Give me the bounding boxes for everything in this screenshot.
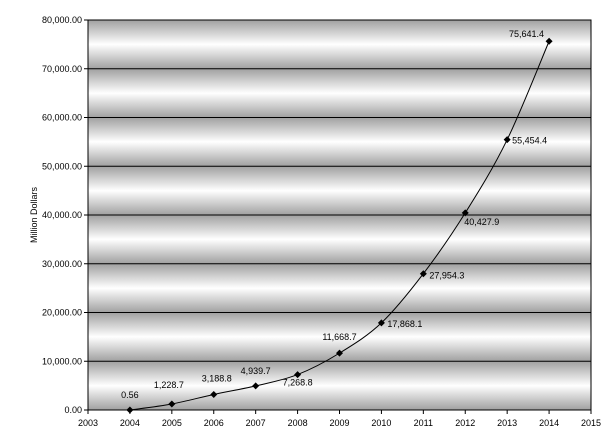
data-label: 0.56 bbox=[121, 390, 139, 400]
y-tick-label: 10,000.00 bbox=[42, 356, 82, 366]
series-line bbox=[129, 41, 550, 411]
x-tick-label: 2014 bbox=[539, 418, 559, 428]
x-tick-label: 2015 bbox=[581, 418, 601, 428]
data-marker bbox=[545, 37, 553, 45]
data-label: 4,939.7 bbox=[241, 366, 271, 376]
data-label: 55,454.4 bbox=[512, 136, 547, 146]
y-tick-label: 80,000.00 bbox=[42, 15, 82, 25]
x-tick-label: 2013 bbox=[497, 418, 517, 428]
data-marker bbox=[210, 390, 218, 398]
gridlines bbox=[88, 68, 591, 362]
data-marker bbox=[461, 209, 469, 217]
x-tick-label: 2008 bbox=[288, 418, 308, 428]
x-tick-label: 2011 bbox=[414, 418, 433, 428]
data-label: 11,668.7 bbox=[322, 332, 356, 342]
x-axis: 2003 2004 2005 2006 2007 2008 2009 2010 2011 2012… bbox=[78, 409, 601, 428]
x-tick-label: 2004 bbox=[120, 418, 140, 428]
plot-band bbox=[88, 166, 591, 215]
x-tick-label: 2006 bbox=[204, 418, 224, 428]
data-label: 1,228.7 bbox=[154, 380, 184, 390]
plot-band bbox=[88, 68, 591, 118]
x-tick-label: 2003 bbox=[78, 418, 98, 428]
data-markers bbox=[126, 37, 553, 414]
x-tick-label: 2005 bbox=[162, 418, 182, 428]
plot-band bbox=[88, 263, 591, 313]
data-marker bbox=[126, 406, 134, 414]
plot-band bbox=[88, 215, 591, 264]
y-tick-label: 20,000.00 bbox=[42, 308, 82, 318]
data-label: 7,268.8 bbox=[283, 378, 313, 388]
data-label: 75,641.4 bbox=[509, 29, 544, 39]
y-tick-label: 60,000.00 bbox=[42, 113, 82, 123]
x-tick-label: 2010 bbox=[371, 418, 391, 428]
data-marker bbox=[419, 270, 427, 278]
data-labels: 0.56 1,228.7 3,188.8 4,939.7 7,268.8 11,668.7… bbox=[121, 29, 547, 400]
data-label: 40,427.9 bbox=[464, 217, 499, 227]
data-label: 27,954.3 bbox=[429, 271, 464, 281]
x-tick-label: 2007 bbox=[246, 418, 266, 428]
y-axis-label: Million Dollars bbox=[29, 186, 39, 243]
data-label: 17,868.1 bbox=[387, 319, 422, 329]
data-marker bbox=[294, 371, 302, 379]
plot-band bbox=[88, 20, 591, 69]
data-marker bbox=[503, 136, 511, 144]
y-tick-label: 0.00 bbox=[64, 405, 82, 415]
data-marker bbox=[336, 349, 343, 357]
y-tick-label: 70,000.00 bbox=[42, 64, 82, 74]
x-tick-label: 2009 bbox=[329, 418, 349, 428]
data-label: 3,188.8 bbox=[202, 373, 232, 383]
data-marker bbox=[377, 319, 385, 327]
y-tick-label: 40,000.00 bbox=[42, 210, 82, 220]
data-marker bbox=[252, 382, 260, 390]
y-tick-label: 30,000.00 bbox=[42, 259, 82, 269]
y-tick-label: 50,000.00 bbox=[42, 161, 82, 171]
x-tick-label: 2012 bbox=[455, 418, 475, 428]
y-axis: 0.00 10,000.00 20,000.00 30,000.00 40,000.00… bbox=[42, 15, 89, 415]
data-marker bbox=[168, 400, 176, 408]
